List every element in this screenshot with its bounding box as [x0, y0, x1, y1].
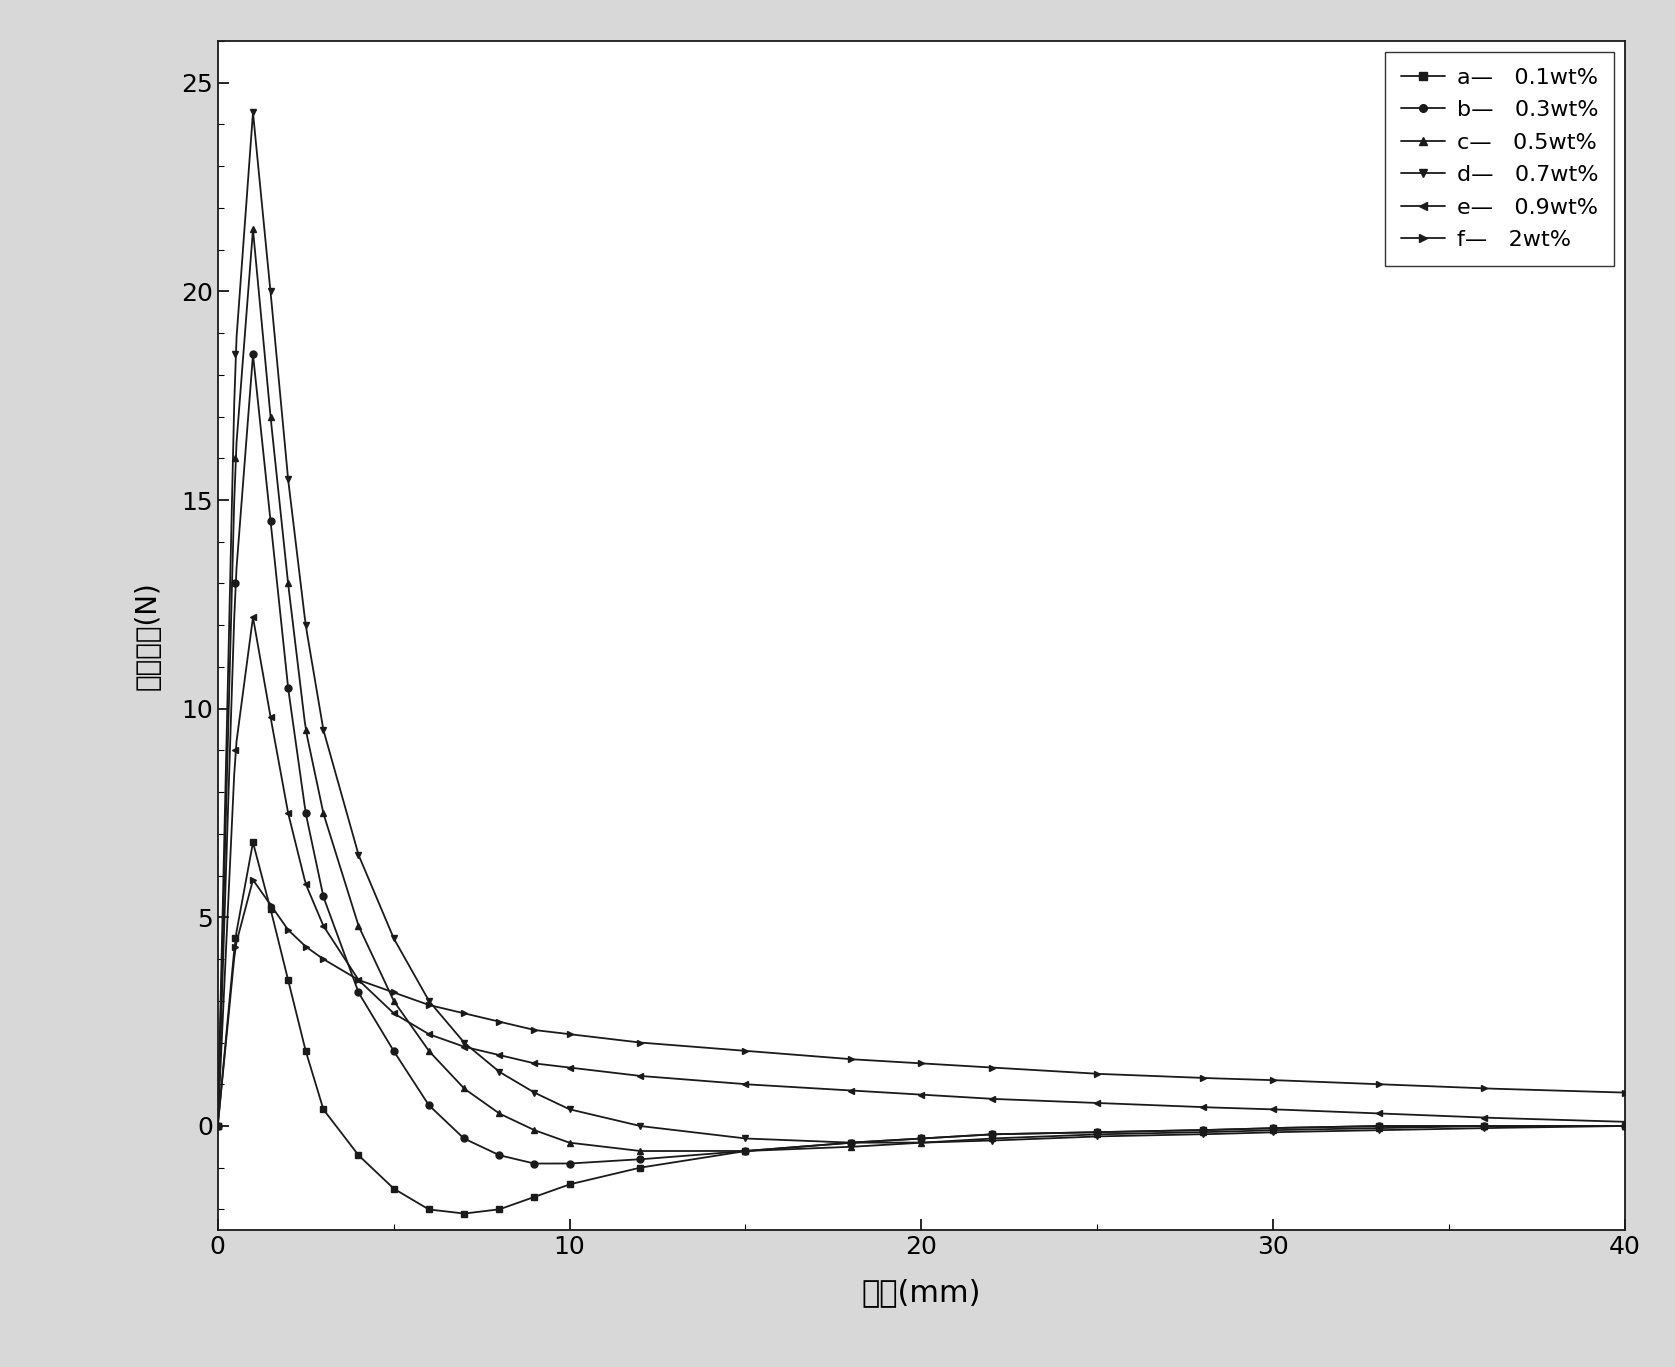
Legend: a—   0.1wt%, b—   0.3wt%, c—   0.5wt%, d—   0.7wt%, e—   0.9wt%, f—   2wt%: a— 0.1wt%, b— 0.3wt%, c— 0.5wt%, d— 0.7w… — [1385, 52, 1613, 265]
X-axis label: 距离(mm): 距离(mm) — [861, 1278, 982, 1308]
Y-axis label: 磁悬浮力(N): 磁悬浮力(N) — [134, 581, 161, 690]
